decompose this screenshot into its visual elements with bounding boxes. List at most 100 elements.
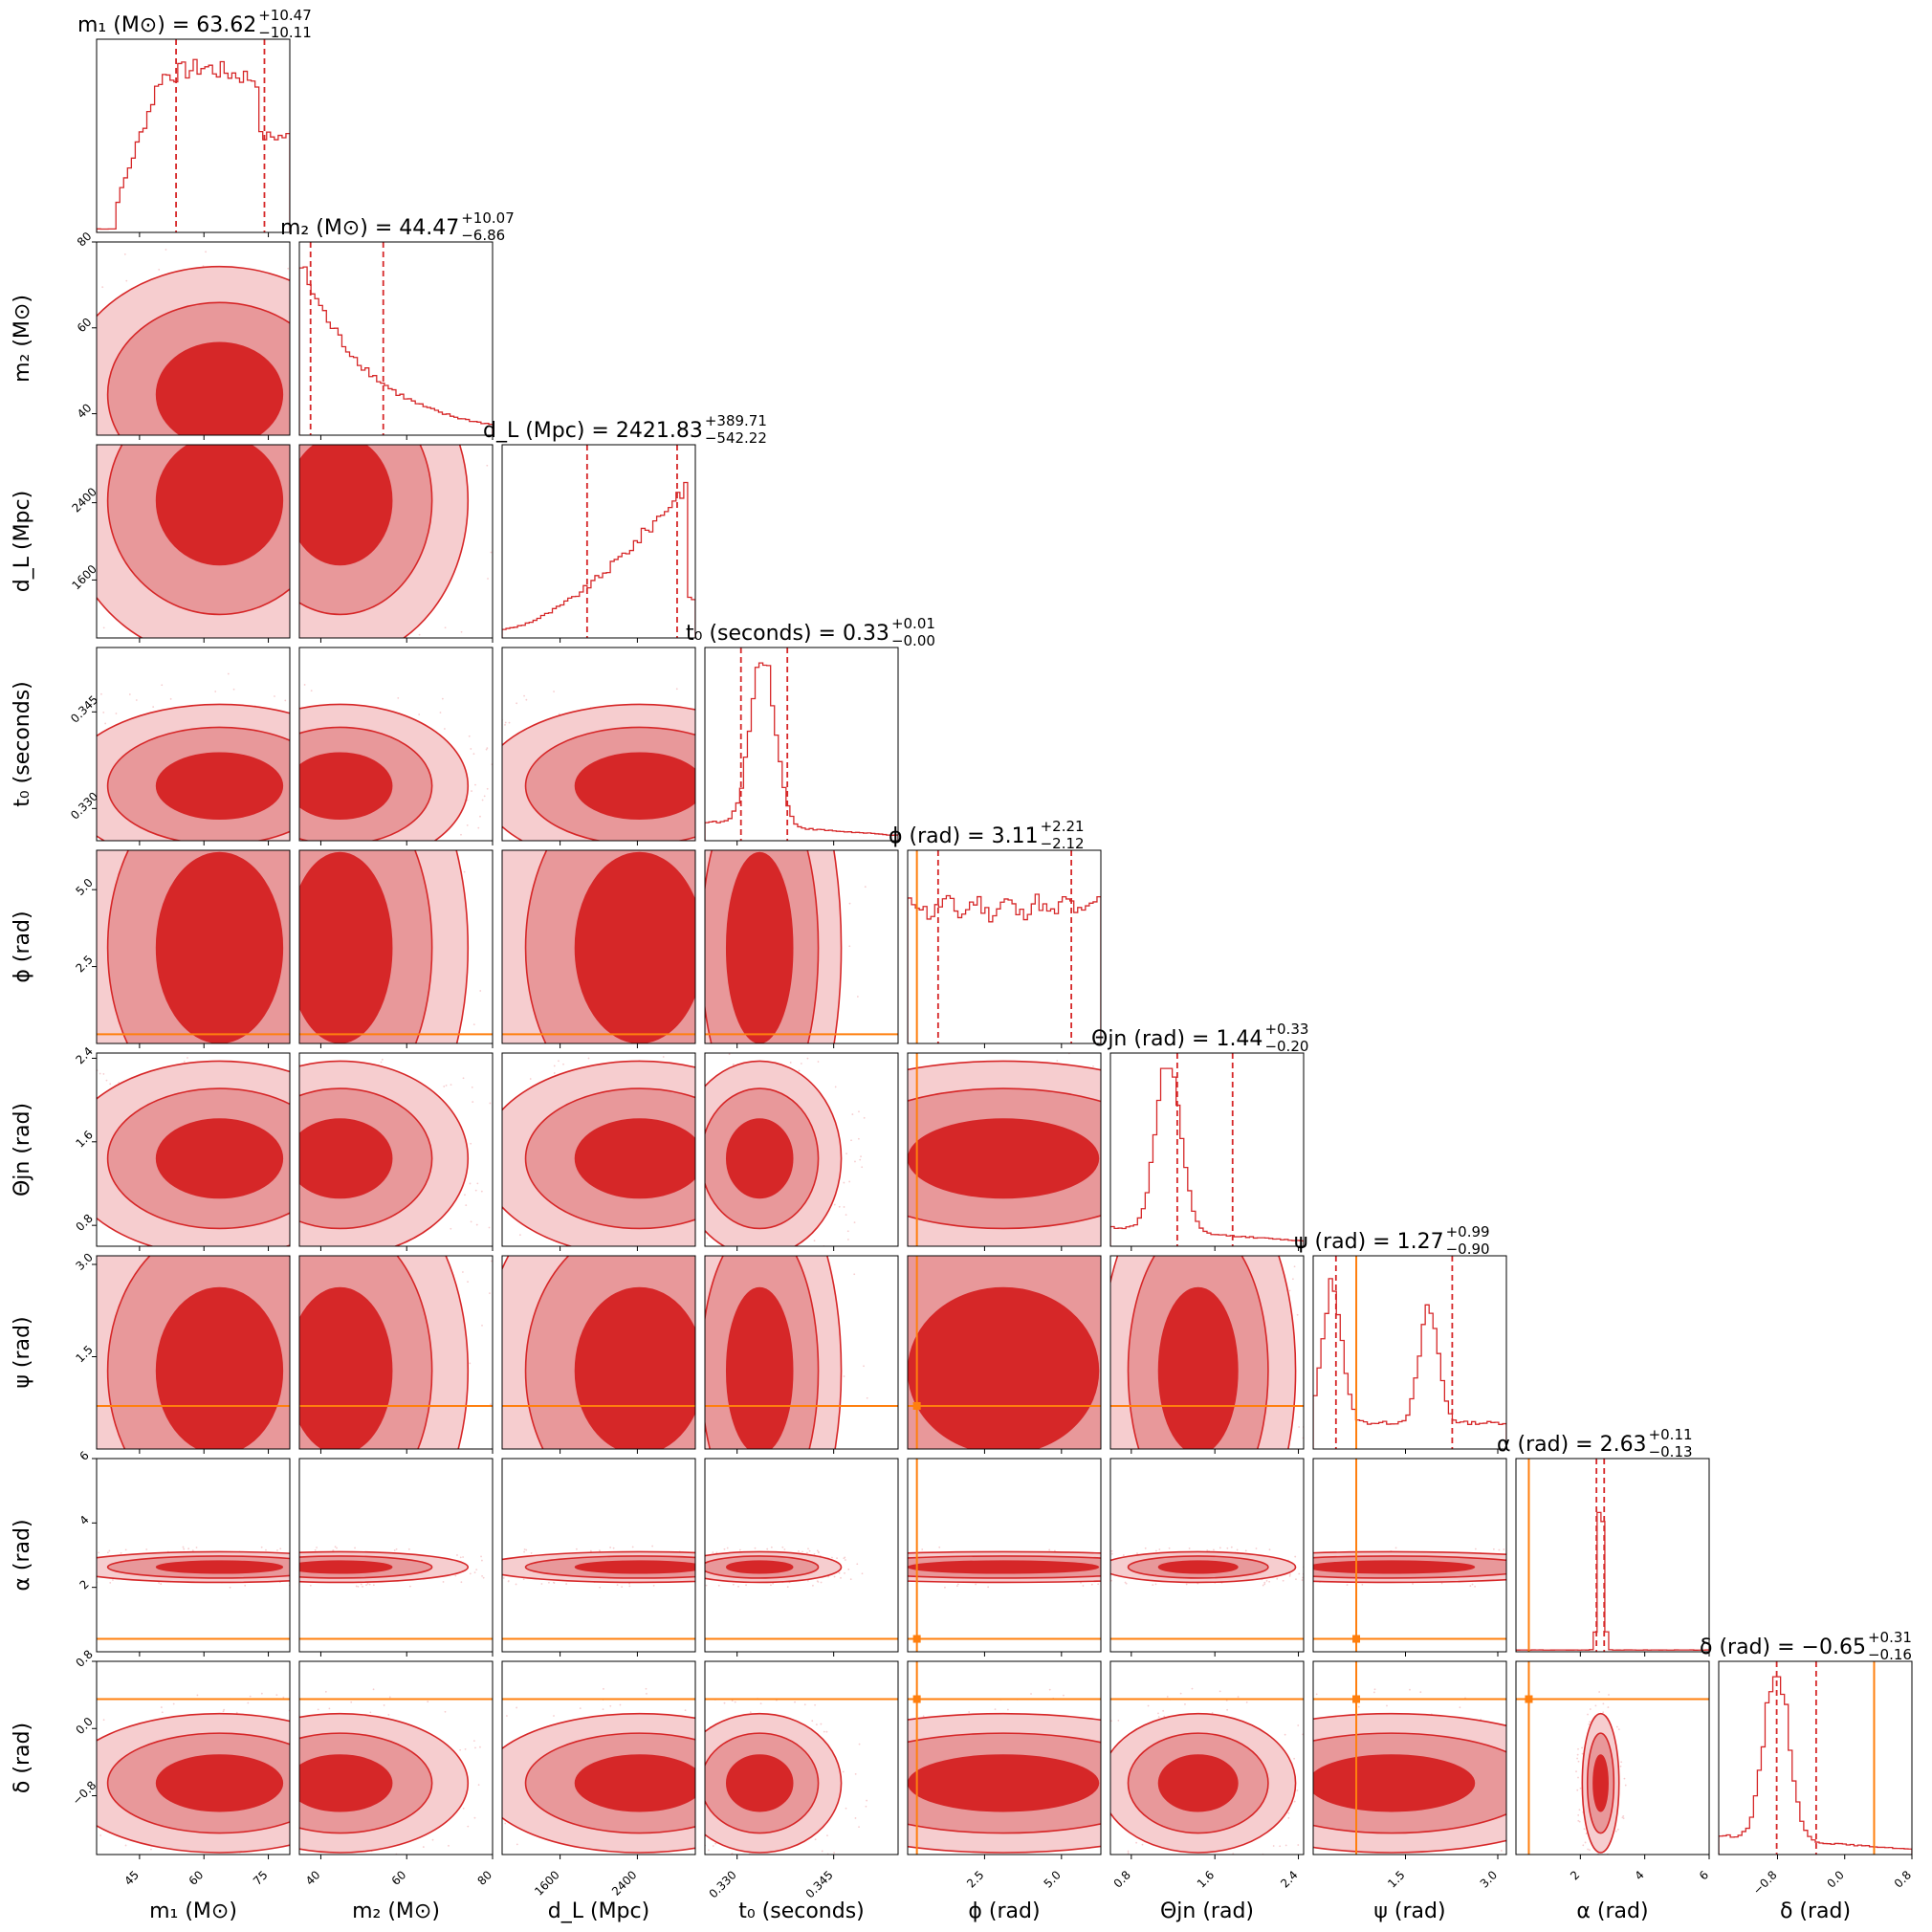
panel-psi-phi: [907, 1255, 1102, 1454]
y-tick-label-phi-1: 5.0: [73, 876, 95, 898]
x-tick-label-delta-1: 0.0: [1824, 1868, 1846, 1890]
contour-inner: [1592, 1754, 1609, 1812]
title-dl: d_L (Mpc) = 2421.83: [483, 419, 703, 443]
title-sub-alpha: −0.13: [1649, 1443, 1693, 1460]
truth-marker: [912, 1695, 921, 1703]
x-axis-label-alpha: α (rad): [1576, 1899, 1648, 1923]
panel-psi-m1: 1.5 3.0: [73, 1250, 291, 1454]
title-theta: Θjn (rad) = 1.44: [1091, 1027, 1262, 1051]
histogram-alpha: [1516, 1511, 1709, 1652]
contour-inner: [299, 1286, 393, 1449]
contour-inner: [908, 1754, 1100, 1812]
title-t0: t₀ (seconds) = 0.33: [686, 622, 889, 646]
truth-marker: [1525, 1695, 1533, 1703]
y-tick-label-m2-0: 40: [75, 401, 95, 421]
x-axis-label-m2: m₂ (M⊙): [352, 1899, 440, 1923]
y-tick-label-m2-1: 60: [75, 316, 95, 336]
title-sup-psi: +0.99: [1446, 1223, 1490, 1240]
x-tick-label-dl-0: 1600: [532, 1868, 561, 1898]
x-tick-label-theta-0: 0.8: [1111, 1868, 1133, 1890]
histogram-m2: [299, 266, 493, 435]
x-tick-label-theta-1: 1.6: [1195, 1868, 1217, 1890]
y-axis-label-m2: m₂ (M⊙): [11, 295, 34, 383]
y-axis-label-t0: t₀ (seconds): [11, 681, 34, 807]
x-axis-label-theta: Θjn (rad): [1160, 1899, 1254, 1923]
y-tick-label-alpha-2: 6: [77, 1449, 92, 1463]
contour-inner: [155, 341, 284, 435]
x-tick-label-delta-2: 0.8: [1892, 1868, 1914, 1890]
contour-inner: [908, 1286, 1100, 1449]
histogram-t0: [705, 662, 898, 841]
panel-psi-psi: ψ (rad) = 1.27 +0.99−0.90: [1294, 1223, 1507, 1454]
panel-theta-t0: [704, 1052, 899, 1251]
x-tick-label-psi-1: 3.0: [1478, 1868, 1500, 1890]
x-tick-label-t0-0: 0.330: [707, 1868, 739, 1900]
contour-inner: [299, 1754, 393, 1812]
title-sup-m2: +10.07: [461, 209, 515, 227]
title-m1: m₁ (M⊙) = 63.62: [77, 13, 256, 37]
panel-alpha-m2: [298, 1458, 494, 1657]
x-axis-label-m1: m₁ (M⊙): [149, 1899, 237, 1923]
title-sup-theta: +0.33: [1264, 1021, 1308, 1038]
title-sub-phi: −2.12: [1041, 835, 1085, 852]
y-tick-label-psi-1: 3.0: [73, 1250, 95, 1272]
title-sub-m2: −6.86: [461, 227, 505, 244]
panel-alpha-m1: 2 4 6: [77, 1449, 291, 1657]
panel-theta-phi: [907, 1052, 1102, 1251]
panel-delta-t0: 0.330 0.345: [704, 1660, 899, 1900]
contour-inner: [1313, 1560, 1476, 1574]
x-tick-label-theta-2: 2.4: [1278, 1868, 1300, 1890]
panel-alpha-dl: [501, 1458, 696, 1657]
panel-theta-m2: [298, 1052, 494, 1251]
title-alpha: α (rad) = 2.63: [1497, 1433, 1647, 1457]
contour-inner: [155, 445, 284, 566]
contour-inner: [299, 1560, 393, 1574]
title-sub-delta: −0.16: [1868, 1646, 1912, 1663]
title-phi: ϕ (rad) = 3.11: [889, 824, 1039, 848]
x-tick-label-dl-1: 2400: [609, 1868, 639, 1898]
title-delta: δ (rad) = −0.65: [1700, 1636, 1866, 1659]
title-psi: ψ (rad) = 1.27: [1294, 1230, 1444, 1254]
x-axis-label-psi: ψ (rad): [1373, 1899, 1445, 1923]
panel-alpha-theta: [1109, 1458, 1305, 1657]
x-tick-label-alpha-1: 4: [1632, 1868, 1646, 1882]
panel-dl-m1: 1600 2400: [69, 444, 291, 643]
panel-delta-theta: 0.8 1.6 2.4: [1109, 1660, 1305, 1891]
contour-inner: [299, 752, 393, 821]
contour-inner: [574, 1118, 695, 1199]
x-tick-label-alpha-0: 2: [1568, 1868, 1582, 1882]
x-tick-label-phi-0: 2.5: [964, 1868, 986, 1890]
panel-delta-m1: 45 60 75 −0.8 0.0 0.8: [70, 1647, 291, 1888]
panel-phi-t0: [704, 849, 899, 1048]
contour-inner: [725, 1754, 794, 1812]
histogram-psi: [1313, 1278, 1506, 1449]
truth-marker: [912, 1401, 921, 1410]
y-tick-label-alpha-1: 4: [77, 1513, 92, 1527]
x-tick-label-m2-0: 40: [303, 1868, 323, 1888]
panel-t0-t0: t₀ (seconds) = 0.33 +0.01−0.00: [686, 615, 935, 845]
title-sup-t0: +0.01: [891, 615, 935, 632]
y-tick-label-delta-2: 0.8: [73, 1647, 95, 1669]
contour-inner: [574, 1286, 695, 1449]
y-axis-label-theta: Θjn (rad): [11, 1103, 34, 1197]
contour-inner: [299, 445, 393, 566]
y-tick-label-alpha-0: 2: [77, 1577, 92, 1592]
panel-phi-phi: ϕ (rad) = 3.11 +2.21−2.12: [889, 818, 1102, 1048]
panel-t0-m1: 0.330 0.345: [68, 647, 291, 845]
panel-psi-m2: [298, 1255, 494, 1454]
x-tick-label-delta-0: −0.8: [1750, 1868, 1780, 1898]
panel-alpha-phi: [907, 1458, 1102, 1657]
contour-inner: [155, 752, 284, 821]
x-tick-label-alpha-2: 6: [1697, 1868, 1711, 1882]
contour-inner: [155, 1560, 284, 1574]
panel-m1-m1: m₁ (M⊙) = 63.62 +10.47−10.11: [77, 7, 312, 237]
title-sub-theta: −0.20: [1264, 1038, 1308, 1055]
x-axis-label-dl: d_L (Mpc): [548, 1899, 649, 1923]
x-axis-label-t0: t₀ (seconds): [738, 1899, 865, 1923]
panel-alpha-psi: [1312, 1458, 1507, 1657]
contour-inner: [725, 1560, 794, 1574]
contour-inner: [155, 1286, 284, 1449]
panel-phi-m2: [298, 849, 494, 1048]
title-sup-dl: +389.71: [705, 412, 767, 429]
contour-inner: [155, 851, 284, 1043]
